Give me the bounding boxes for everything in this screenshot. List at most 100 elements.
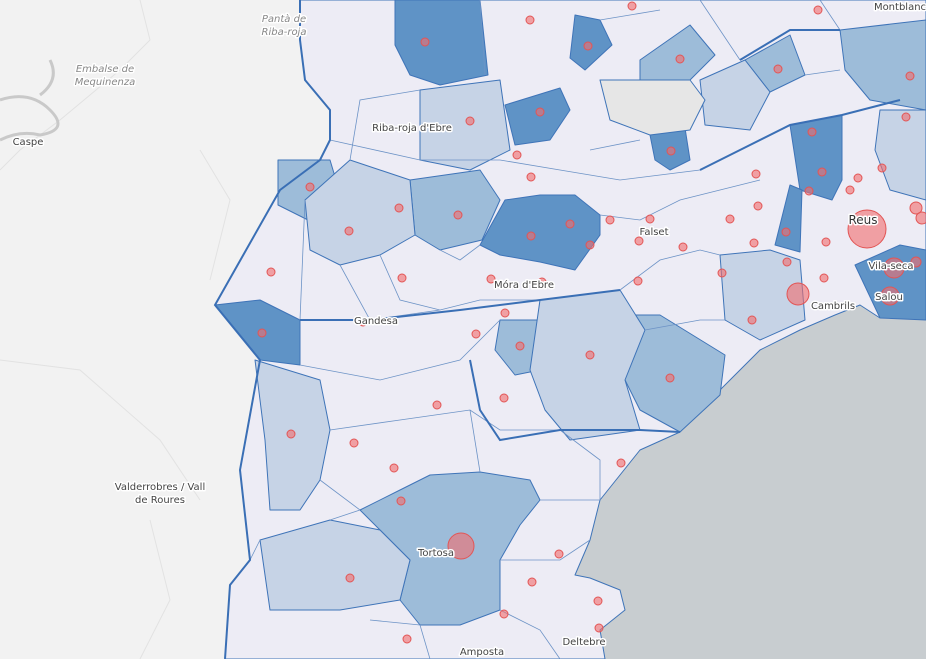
river: [0, 59, 60, 142]
marker: [499, 609, 509, 619]
region: [479, 194, 601, 271]
place-label: Riba-roja: [262, 27, 307, 38]
place-label: Valderrobres / Vall: [115, 482, 206, 493]
marker: [749, 238, 759, 248]
marker: [813, 5, 823, 15]
place-label: Deltebre: [562, 637, 605, 648]
place-label: Mequinenza: [75, 77, 135, 88]
marker: [725, 214, 735, 224]
marker: [554, 549, 564, 559]
marker: [675, 54, 685, 64]
place-label: Vila-seca: [869, 261, 914, 272]
region: [639, 24, 716, 81]
marker: [397, 273, 407, 283]
marker: [616, 458, 626, 468]
place-label: Cambrils: [811, 301, 855, 312]
marker: [402, 634, 412, 644]
region: [304, 159, 416, 266]
place-label: Salou: [875, 292, 903, 303]
place-label: Tortosa: [417, 548, 454, 559]
marker: [526, 231, 536, 241]
marker: [753, 201, 763, 211]
marker: [535, 107, 545, 117]
marker: [807, 127, 817, 137]
marker: [666, 146, 676, 156]
marker: [305, 182, 315, 192]
place-label: Falset: [639, 227, 668, 238]
marker: [453, 210, 463, 220]
marker: [817, 167, 827, 177]
place-label: Pantà de: [262, 13, 306, 25]
marker: [447, 532, 475, 560]
roads: [0, 0, 231, 659]
marker: [527, 577, 537, 587]
marker: [286, 429, 296, 439]
region: [699, 59, 771, 131]
region: [259, 519, 411, 611]
marker: [358, 317, 368, 327]
markers: [257, 1, 926, 644]
comarca-borders: [213, 0, 901, 659]
marker: [819, 273, 829, 283]
region: [839, 19, 926, 111]
marker: [396, 496, 406, 506]
marker: [349, 438, 359, 448]
marker: [257, 328, 267, 338]
marker: [486, 274, 496, 284]
marker: [345, 573, 355, 583]
marker: [915, 211, 926, 225]
marker: [781, 227, 791, 237]
marker: [678, 242, 688, 252]
marker: [526, 172, 536, 182]
marker: [266, 267, 276, 277]
marker: [500, 308, 510, 318]
marker: [804, 186, 814, 196]
marker: [717, 268, 727, 278]
marker: [499, 393, 509, 403]
marker: [883, 257, 905, 279]
region: [874, 109, 926, 201]
marker: [633, 276, 643, 286]
marker: [645, 214, 655, 224]
marker: [909, 201, 923, 215]
sea: [575, 305, 926, 659]
region: [599, 79, 706, 136]
marker: [420, 37, 430, 47]
place-label: de Roures: [135, 495, 185, 506]
marker: [786, 282, 810, 306]
marker: [845, 185, 855, 195]
marker: [747, 315, 757, 325]
place-label: Gandesa: [354, 316, 398, 327]
place-label: Móra d'Ebre: [494, 279, 554, 291]
region: [394, 0, 489, 86]
marker: [525, 15, 535, 25]
marker: [901, 112, 911, 122]
marker: [565, 219, 575, 229]
marker: [782, 257, 792, 267]
marker: [512, 150, 522, 160]
borders: [249, 0, 841, 659]
marker: [585, 240, 595, 250]
place-label: Caspe: [13, 137, 44, 148]
marker: [627, 1, 637, 11]
marker: [432, 400, 442, 410]
marker: [465, 116, 475, 126]
marker: [905, 71, 915, 81]
marker: [605, 215, 615, 225]
marker: [880, 286, 900, 306]
marker: [751, 169, 761, 179]
marker: [853, 173, 863, 183]
marker: [665, 373, 675, 383]
marker: [594, 623, 604, 633]
marker: [585, 350, 595, 360]
place-label: Riba-roja d'Ebre: [372, 123, 452, 134]
marker: [634, 236, 644, 246]
marker: [394, 203, 404, 213]
marker: [583, 41, 593, 51]
marker: [537, 277, 547, 287]
marker: [593, 596, 603, 606]
place-label: Embalse de: [76, 64, 134, 75]
marker: [847, 209, 887, 249]
